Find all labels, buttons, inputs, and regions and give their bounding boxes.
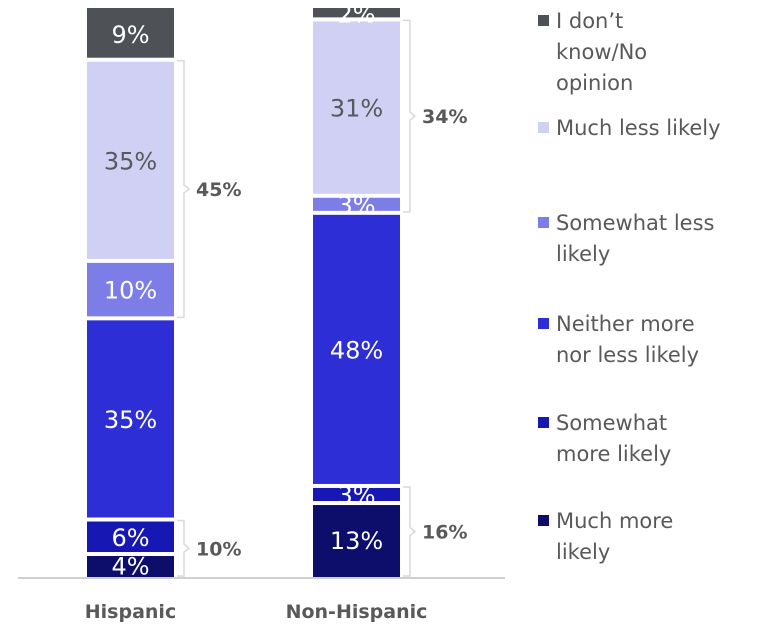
bars-layer: 4%6% 35% 10% 35% 9% 13% 3% 48% 3% 31% 2%	[87, 1, 400, 581]
bracket-total-label: 45%	[196, 179, 241, 201]
legend-item: I don’t know/No opinion	[538, 6, 676, 99]
bar-segment	[313, 21, 400, 194]
legend-label: Much less likely	[556, 116, 721, 140]
segment-value-label: 48%	[330, 336, 383, 364]
bar-segment	[313, 214, 400, 484]
category-label: Non-Hispanic	[286, 601, 428, 623]
bar-segment	[87, 556, 174, 577]
legend-label: Neither more nor less likely	[556, 312, 700, 367]
segment-value-label: 3%	[337, 481, 375, 509]
axis-layer: Hispanic Non-Hispanic	[18, 577, 505, 623]
legend-label: Somewhat less likely	[556, 211, 715, 266]
bar-segment	[87, 8, 174, 58]
segment-value-label: 35%	[104, 147, 157, 175]
legend-swatch	[538, 15, 549, 26]
bracket-line	[403, 19, 417, 213]
bar-segment	[313, 8, 400, 18]
category-label: Hispanic	[85, 601, 176, 623]
bar-segment	[87, 61, 174, 259]
bar-segment	[313, 197, 400, 211]
legend-item: Neither more nor less likely	[538, 309, 736, 371]
bracket-line	[177, 59, 191, 319]
segment-value-label: 2%	[337, 1, 375, 29]
bar-segment	[87, 262, 174, 317]
bracket-line	[177, 519, 191, 577]
legend-item: Much more likely	[538, 506, 716, 568]
legend-swatch	[538, 122, 549, 133]
bracket-line	[403, 486, 417, 577]
legend-swatch	[538, 217, 549, 228]
bar-segment	[313, 487, 400, 502]
segment-value-label: 10%	[104, 277, 157, 305]
legend-label: I don’t know/No opinion	[556, 9, 648, 95]
legend-item: Somewhat less likely	[538, 208, 746, 270]
legend-label: Much more likely	[556, 509, 674, 564]
segment-value-label: 9%	[111, 21, 149, 49]
segment-value-label: 31%	[330, 95, 383, 123]
legend-swatch	[538, 417, 549, 428]
legend-item: Much less likely	[538, 113, 756, 144]
bar-segment	[87, 320, 174, 518]
bar-segment	[87, 521, 174, 553]
segment-value-label: 4%	[111, 553, 149, 581]
legend-swatch	[538, 515, 549, 526]
segment-value-label: 13%	[330, 527, 383, 555]
bracket-total-label: 34%	[422, 106, 467, 128]
bracket-total-label: 16%	[422, 521, 467, 543]
legend-label: Somewhat more likely	[556, 411, 672, 466]
segment-value-label: 6%	[111, 524, 149, 552]
bracket-total-label: 10%	[196, 538, 241, 560]
bar-segment	[313, 505, 400, 577]
legend-item: Somewhat more likely	[538, 408, 706, 470]
segment-value-label: 3%	[337, 191, 375, 219]
segment-value-label: 35%	[104, 406, 157, 434]
legend-swatch	[538, 318, 549, 329]
brackets-layer: 10% 45% 16% 34%	[177, 19, 467, 577]
